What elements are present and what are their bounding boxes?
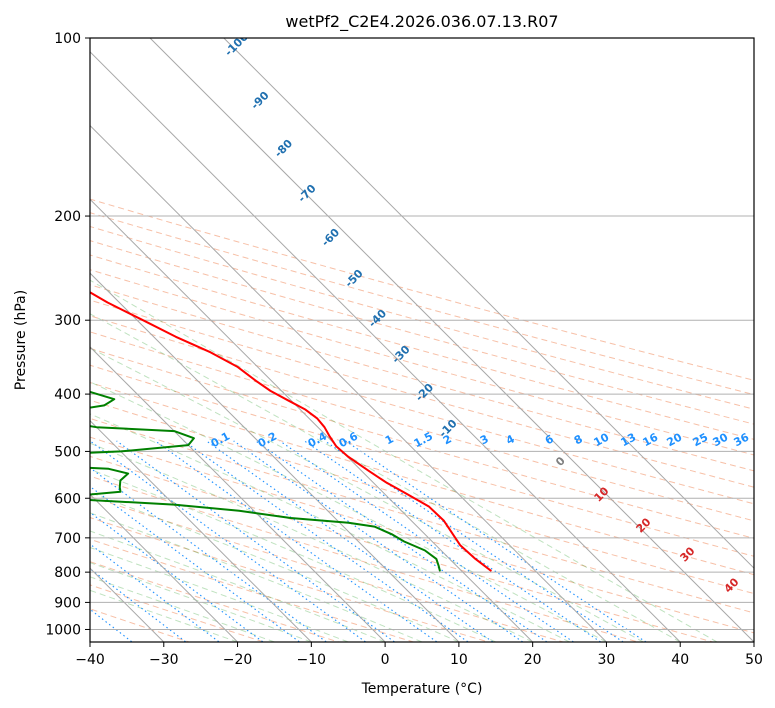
mixing-ratio-line bbox=[345, 440, 647, 642]
y-tick-label: 200 bbox=[54, 209, 81, 225]
moist-adiabat bbox=[90, 347, 644, 642]
x-tick-label: 0 bbox=[381, 652, 390, 668]
plot-frame bbox=[89, 37, 755, 643]
x-tick-label: −10 bbox=[297, 652, 327, 668]
x-tick-label: 50 bbox=[745, 652, 763, 668]
moist-adiabat bbox=[90, 279, 718, 642]
isotherm-line bbox=[149, 38, 754, 642]
moist-adiabat bbox=[90, 468, 496, 642]
mixing-ratio-line bbox=[116, 440, 396, 642]
dry-adiabat bbox=[90, 315, 754, 505]
dry-adiabat bbox=[90, 364, 754, 557]
temperature-profile-line bbox=[90, 291, 492, 572]
x-axis: −40 −30 −20 −10 0 10 20 30 40 50 bbox=[75, 642, 763, 668]
isotherm-line bbox=[90, 124, 607, 642]
y-tick-label: 1000 bbox=[45, 622, 81, 638]
y-tick-label: 300 bbox=[54, 313, 81, 329]
mixing-ratio-line bbox=[183, 440, 470, 642]
y-tick-label: 500 bbox=[54, 444, 81, 460]
mixing-ratio-label: 16 bbox=[641, 430, 661, 449]
mixing-ratio-line bbox=[255, 440, 548, 642]
y-tick-label: 900 bbox=[54, 595, 81, 611]
isotherm-line bbox=[90, 346, 386, 642]
mixing-ratio-line bbox=[90, 511, 264, 642]
y-axis: 100 200 300 400 500 600 700 800 900 1000 bbox=[45, 31, 90, 638]
y-tick-label: 100 bbox=[54, 31, 81, 47]
moist-adiabat bbox=[90, 381, 607, 642]
dry-adiabat bbox=[90, 269, 754, 456]
sounding-profiles bbox=[90, 291, 492, 572]
moist-adiabats bbox=[90, 279, 718, 642]
x-tick-label: 40 bbox=[671, 652, 689, 668]
moist-adiabat bbox=[90, 413, 570, 642]
y-tick-label: 400 bbox=[54, 387, 81, 403]
isotherm-line bbox=[90, 51, 681, 642]
isotherm-line bbox=[223, 38, 754, 569]
x-tick-label: 30 bbox=[598, 652, 616, 668]
x-tick-label: 20 bbox=[524, 652, 542, 668]
moist-adiabat bbox=[90, 512, 423, 642]
isotherm-line bbox=[90, 198, 534, 642]
mixing-ratio-line bbox=[90, 568, 187, 642]
x-tick-label: −30 bbox=[149, 652, 179, 668]
skewed-isotherms bbox=[90, 38, 754, 642]
y-tick-label: 600 bbox=[54, 491, 81, 507]
isotherm-line bbox=[90, 493, 238, 642]
mixing-ratio-line bbox=[304, 440, 602, 642]
mixing-ratio-lines bbox=[90, 440, 647, 642]
y-tick-label: 700 bbox=[54, 531, 81, 547]
dry-adiabat bbox=[90, 347, 754, 539]
mixing-ratio-line bbox=[90, 543, 221, 642]
mixing-ratio-label: 13 bbox=[619, 431, 639, 450]
y-tick-label: 800 bbox=[54, 565, 81, 581]
mixing-ratio-line bbox=[233, 440, 524, 642]
chart-title: wetPf2_C2E4.2026.036.07.13.R07 bbox=[285, 12, 558, 32]
pressure-gridlines bbox=[90, 38, 754, 630]
isotherm-line bbox=[90, 419, 312, 642]
mixing-ratio-label: 36 bbox=[732, 430, 752, 449]
mixing-ratio-line bbox=[90, 440, 367, 642]
x-tick-label: −20 bbox=[223, 652, 253, 668]
dry-adiabat bbox=[90, 254, 754, 440]
mixing-ratio-label: 10 bbox=[592, 430, 612, 449]
moist-adiabat bbox=[90, 576, 275, 642]
moist-adiabat bbox=[90, 442, 533, 642]
dry-adiabat bbox=[90, 240, 754, 425]
mixing-ratio-label: 25 bbox=[691, 431, 711, 450]
mixing-ratio-line bbox=[90, 467, 328, 642]
x-tick-label: 10 bbox=[450, 652, 468, 668]
moist-adiabat bbox=[90, 491, 460, 642]
dry-adiabat bbox=[90, 455, 715, 642]
y-axis-title: Pressure (hPa) bbox=[13, 290, 29, 390]
dry-adiabat bbox=[90, 399, 754, 595]
mixing-ratio-label: 20 bbox=[665, 430, 685, 449]
moist-adiabat bbox=[90, 530, 386, 642]
mixing-ratio-label: 30 bbox=[711, 430, 731, 449]
x-tick-label: −40 bbox=[75, 652, 105, 668]
x-axis-title: Temperature (°C) bbox=[361, 681, 483, 697]
isotherm-line bbox=[90, 272, 460, 642]
mixing-ratio-line bbox=[90, 485, 301, 642]
